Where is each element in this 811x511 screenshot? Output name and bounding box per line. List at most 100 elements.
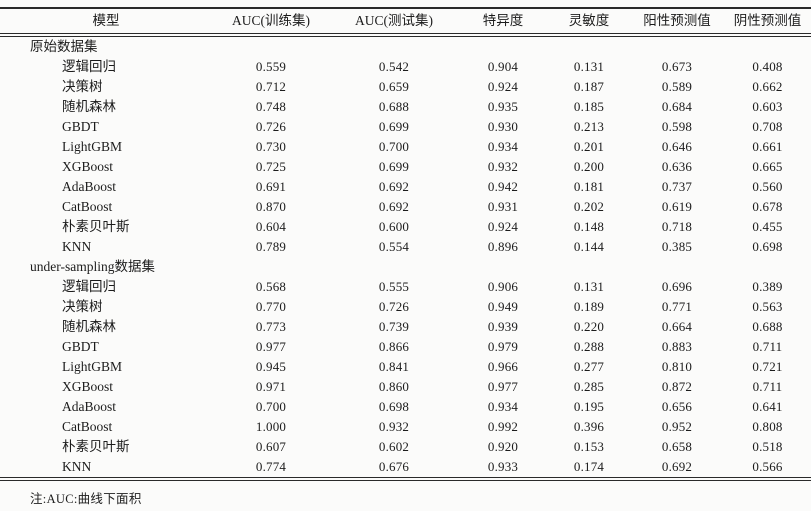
metric-value-cell: 0.698	[752, 239, 783, 254]
column-header-model: 模型	[92, 13, 120, 28]
metric-value-cell: 0.664	[661, 319, 693, 334]
table-row: 朴素贝叶斯 0.607 0.602 0.920 0.153 0.658 0.518	[0, 437, 811, 457]
metric-value-cell: 0.560	[752, 179, 783, 194]
metric-value-cell: 0.924	[487, 79, 519, 94]
metric-value-cell: 0.277	[573, 359, 605, 374]
metric-value-cell: 0.555	[378, 279, 410, 294]
metric-value-cell: 0.554	[378, 239, 410, 254]
table-footnote: 注:AUC:曲线下面积	[30, 492, 142, 506]
metric-value-cell: 0.932	[378, 419, 410, 434]
metric-value-cell: 0.708	[752, 119, 783, 134]
metric-value-cell: 0.220	[573, 319, 605, 334]
table-row: XGBoost 0.725 0.699 0.932 0.200 0.636 0.665	[0, 157, 811, 177]
metric-value-cell: 0.144	[573, 239, 605, 254]
metric-value-cell: 0.992	[487, 419, 519, 434]
column-header-auc-test: AUC(测试集)	[355, 13, 433, 28]
metric-value-cell: 0.721	[752, 359, 783, 374]
metric-value-cell: 0.930	[487, 119, 519, 134]
metric-value-cell: 0.920	[487, 439, 519, 454]
metric-value-cell: 0.774	[255, 459, 287, 474]
metric-value-cell: 0.604	[255, 219, 287, 234]
metric-value-cell: 0.718	[661, 219, 693, 234]
metric-value-cell: 0.559	[255, 59, 287, 74]
metric-value-cell: 0.934	[487, 399, 519, 414]
table-row: 逻辑回归 0.559 0.542 0.904 0.131 0.673 0.408	[0, 57, 811, 77]
paper-table-page: 模型 AUC(训练集) AUC(测试集) 特异度 灵敏度 阳性预测值 阴性预测值…	[0, 7, 811, 511]
metric-value-cell: 0.933	[487, 459, 519, 474]
metric-value-cell: 0.288	[573, 339, 605, 354]
model-name-cell: 朴素贝叶斯	[62, 219, 130, 234]
metric-value-cell: 0.726	[255, 119, 287, 134]
column-header-sensitivity: 灵敏度	[568, 13, 610, 28]
metric-value-cell: 0.872	[661, 379, 693, 394]
metric-value-cell: 0.678	[752, 199, 783, 214]
table-row: 随机森林 0.748 0.688 0.935 0.185 0.684 0.603	[0, 97, 811, 117]
metric-value-cell: 0.603	[752, 99, 783, 114]
model-name-cell: 逻辑回归	[62, 279, 116, 294]
metric-value-cell: 0.665	[752, 159, 783, 174]
metric-value-cell: 0.563	[752, 299, 783, 314]
table-row: GBDT 0.726 0.699 0.930 0.213 0.598 0.708	[0, 117, 811, 137]
metric-value-cell: 0.810	[661, 359, 693, 374]
metric-value-cell: 0.949	[487, 299, 519, 314]
model-name-cell: 决策树	[62, 299, 103, 314]
table-row: AdaBoost 0.700 0.698 0.934 0.195 0.656 0.641	[0, 397, 811, 417]
metric-value-cell: 0.589	[661, 79, 693, 94]
metric-value-cell: 0.699	[378, 159, 410, 174]
section-header-row: 原始数据集	[0, 35, 811, 57]
model-name-cell: LightGBM	[62, 139, 123, 154]
metric-value-cell: 0.866	[378, 339, 410, 354]
metric-value-cell: 0.566	[752, 459, 783, 474]
metric-value-cell: 0.931	[487, 199, 519, 214]
metric-value-cell: 0.656	[661, 399, 693, 414]
metric-value-cell: 0.202	[573, 199, 605, 214]
metrics-table-body: 原始数据集 逻辑回归 0.559 0.542 0.904 0.131 0.673 0.408 决…	[0, 35, 811, 479]
metric-value-cell: 0.934	[487, 139, 519, 154]
table-row: CatBoost 0.870 0.692 0.931 0.202 0.619 0.678	[0, 197, 811, 217]
table-row: LightGBM 0.730 0.700 0.934 0.201 0.646 0.661	[0, 137, 811, 157]
column-header-auc-train: AUC(训练集)	[232, 13, 310, 28]
table-row: 决策树 0.770 0.726 0.949 0.189 0.771 0.563	[0, 297, 811, 317]
metric-value-cell: 0.977	[255, 339, 287, 354]
model-name-cell: GBDT	[62, 339, 99, 354]
metric-value-cell: 0.971	[255, 379, 287, 394]
metric-value-cell: 0.195	[573, 399, 605, 414]
metric-value-cell: 0.730	[255, 139, 287, 154]
metric-value-cell: 0.698	[378, 399, 410, 414]
table-row: CatBoost 1.000 0.932 0.992 0.396 0.952 0.808	[0, 417, 811, 437]
metric-value-cell: 0.924	[487, 219, 519, 234]
metric-value-cell: 0.977	[487, 379, 519, 394]
model-name-cell: AdaBoost	[62, 399, 116, 414]
metric-value-cell: 0.725	[255, 159, 287, 174]
metric-value-cell: 0.148	[573, 219, 605, 234]
metric-value-cell: 0.385	[661, 239, 693, 254]
metric-value-cell: 0.659	[378, 79, 410, 94]
metric-value-cell: 0.711	[752, 379, 783, 394]
metric-value-cell: 0.542	[378, 59, 410, 74]
metric-value-cell: 0.883	[661, 339, 693, 354]
metric-value-cell: 0.185	[573, 99, 605, 114]
metric-value-cell: 0.213	[573, 119, 605, 134]
metric-value-cell: 0.979	[487, 339, 519, 354]
model-name-cell: XGBoost	[62, 379, 114, 394]
table-row: KNN 0.789 0.554 0.896 0.144 0.385 0.698	[0, 237, 811, 257]
metric-value-cell: 0.896	[487, 239, 519, 254]
metric-value-cell: 0.945	[255, 359, 287, 374]
metric-value-cell: 0.455	[752, 219, 783, 234]
metric-value-cell: 0.181	[573, 179, 605, 194]
metric-value-cell: 0.808	[752, 419, 783, 434]
metric-value-cell: 0.187	[573, 79, 605, 94]
metric-value-cell: 0.935	[487, 99, 519, 114]
metric-value-cell: 0.688	[378, 99, 410, 114]
metric-value-cell: 0.870	[255, 199, 287, 214]
column-header-negative-pred-value: 阴性预测值	[733, 13, 802, 28]
metrics-table: 模型 AUC(训练集) AUC(测试集) 特异度 灵敏度 阳性预测值 阴性预测值…	[0, 7, 811, 481]
table-row: 决策树 0.712 0.659 0.924 0.187 0.589 0.662	[0, 77, 811, 97]
table-row: XGBoost 0.971 0.860 0.977 0.285 0.872 0.711	[0, 377, 811, 397]
model-name-cell: AdaBoost	[62, 179, 116, 194]
metric-value-cell: 0.739	[378, 319, 410, 334]
metric-value-cell: 1.000	[255, 419, 287, 434]
metric-value-cell: 0.700	[255, 399, 287, 414]
metric-value-cell: 0.692	[661, 459, 693, 474]
metric-value-cell: 0.641	[752, 399, 783, 414]
